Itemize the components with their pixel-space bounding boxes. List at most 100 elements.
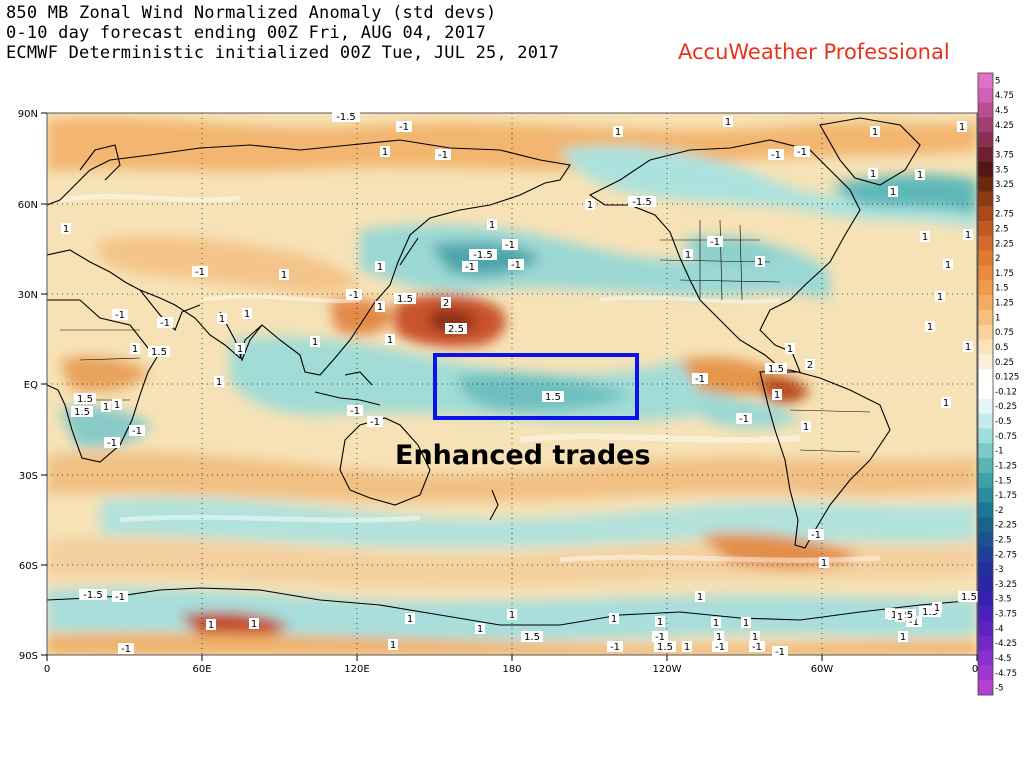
contour-label: 1: [725, 117, 731, 128]
colorbar-swatch: [978, 532, 993, 548]
contour-label: 1: [63, 224, 69, 235]
contour-label: 1: [587, 200, 593, 211]
contour-label-bg: [475, 623, 485, 634]
contour-label: 1: [922, 232, 928, 243]
contour-label-bg: [868, 168, 878, 179]
contour-label-bg: [655, 616, 665, 627]
colorbar-label: -0.75: [995, 432, 1017, 442]
contour-label: 1.5: [768, 364, 784, 375]
contour-label-bg: [441, 297, 451, 308]
colorbar-frame: [977, 72, 994, 696]
contour-label: -1: [811, 530, 821, 541]
contour-label-bg: [214, 376, 224, 387]
colorbar-label: 2.5: [995, 225, 1009, 235]
lon-label: 120E: [344, 664, 369, 675]
contour-label-bg: [749, 641, 765, 652]
contour-label-bg: [79, 589, 107, 600]
colorbar-swatch: [978, 635, 993, 651]
contour-label: 1.5: [151, 347, 167, 358]
contour-label-bg: [772, 389, 782, 400]
contour-label: 1: [216, 377, 222, 388]
contour-label-bg: [963, 341, 973, 352]
contour-label: 1: [387, 335, 393, 346]
colorbar-label: -3.75: [995, 610, 1017, 620]
contour-label-bg: [714, 631, 724, 642]
contour-label: 1.5: [397, 294, 413, 305]
contour-label: 1: [615, 127, 621, 138]
contour-label: 1: [489, 220, 495, 231]
contour-label: -1: [438, 150, 448, 161]
contour-label-bg: [346, 289, 362, 300]
contour-label-bg: [585, 199, 595, 210]
contour-label: 1: [757, 257, 763, 268]
colorbar: 5 4.75 4.5 4.25 4 3.75 3.5 3.25 3 2.75 2.5 2.25 2 1.7…: [977, 72, 1019, 696]
colorbar-label: -0.25: [995, 402, 1017, 412]
contour-label: -1.5: [632, 197, 652, 208]
colorbar-swatch: [978, 487, 993, 503]
lat-label: 90N: [18, 109, 38, 120]
contour-label-bg: [405, 613, 415, 624]
contour-label: -1: [121, 644, 131, 655]
contour-label: 1: [382, 147, 388, 158]
contour-label: -1: [465, 262, 475, 273]
colorbar-swatch: [978, 428, 993, 444]
lon-label: 0: [44, 664, 50, 675]
contour-label: 1: [237, 344, 243, 355]
contour-label-bg: [71, 406, 93, 417]
contour-label-bg: [683, 249, 693, 260]
contour-label-bg: [736, 413, 752, 424]
contour-label-bg: [915, 169, 925, 180]
contour-label: -1: [505, 240, 515, 251]
colorbar-label: -3.25: [995, 580, 1017, 590]
contour-label-bg: [765, 363, 787, 374]
contour-label: 1: [917, 170, 923, 181]
contour-label-bg: [958, 591, 980, 602]
contour-label-bg: [394, 293, 416, 304]
contour-label: 1: [281, 270, 287, 281]
contour-label: 2: [807, 360, 813, 371]
contour-label-bg: [785, 343, 795, 354]
contour-label: 1: [716, 632, 722, 643]
contour-label-bg: [654, 641, 676, 652]
contour-label-bg: [192, 266, 208, 277]
colorbar-swatch: [978, 117, 993, 133]
colorbar-label: -1.5: [995, 476, 1012, 486]
contour-label-bg: [375, 301, 385, 312]
lon-label: 0: [972, 664, 978, 675]
contour-label-bg: [906, 616, 922, 627]
colorbar-label: 4: [995, 136, 1000, 146]
contour-label: 1.5: [545, 392, 561, 403]
contour-label-bg: [388, 639, 398, 650]
contour-label-bg: [507, 609, 517, 620]
contour-label-bg: [692, 373, 708, 384]
colorbar-label: -3.5: [995, 595, 1012, 605]
contour-label-bg: [711, 617, 721, 628]
contour-label: 1.5: [922, 607, 938, 618]
contour-label-bg: [652, 631, 668, 642]
contour-label: 1: [377, 302, 383, 313]
colorbar-label: 3: [995, 195, 1000, 205]
colorbar-swatch: [978, 309, 993, 326]
contour-label: 1: [407, 614, 413, 625]
contour-label-bg: [375, 261, 385, 272]
lat-label: 60S: [19, 561, 38, 572]
grid: [47, 113, 977, 655]
colorbar-swatch: [978, 132, 993, 148]
contour-label: 1: [244, 309, 250, 320]
contour-label-bg: [805, 359, 815, 370]
contour-label-bg: [723, 116, 733, 127]
contour-label-bg: [462, 261, 478, 272]
contour-label: 1: [897, 612, 903, 623]
contour-label-bg: [932, 602, 942, 613]
contour-label: 1: [697, 592, 703, 603]
contour-label-bg: [755, 256, 765, 267]
contour-label-bg: [870, 126, 880, 137]
contour-label-bg: [925, 321, 935, 332]
colorbar-label: 2.75: [995, 210, 1014, 220]
contour-label-bg: [61, 223, 71, 234]
colorbar-swatch: [978, 369, 993, 385]
brand-logo-text: AccuWeather Professional: [678, 40, 950, 64]
contour-label-bg: [895, 611, 905, 622]
contour-label-bg: [129, 425, 145, 436]
contour-label: -1.5: [473, 250, 493, 261]
